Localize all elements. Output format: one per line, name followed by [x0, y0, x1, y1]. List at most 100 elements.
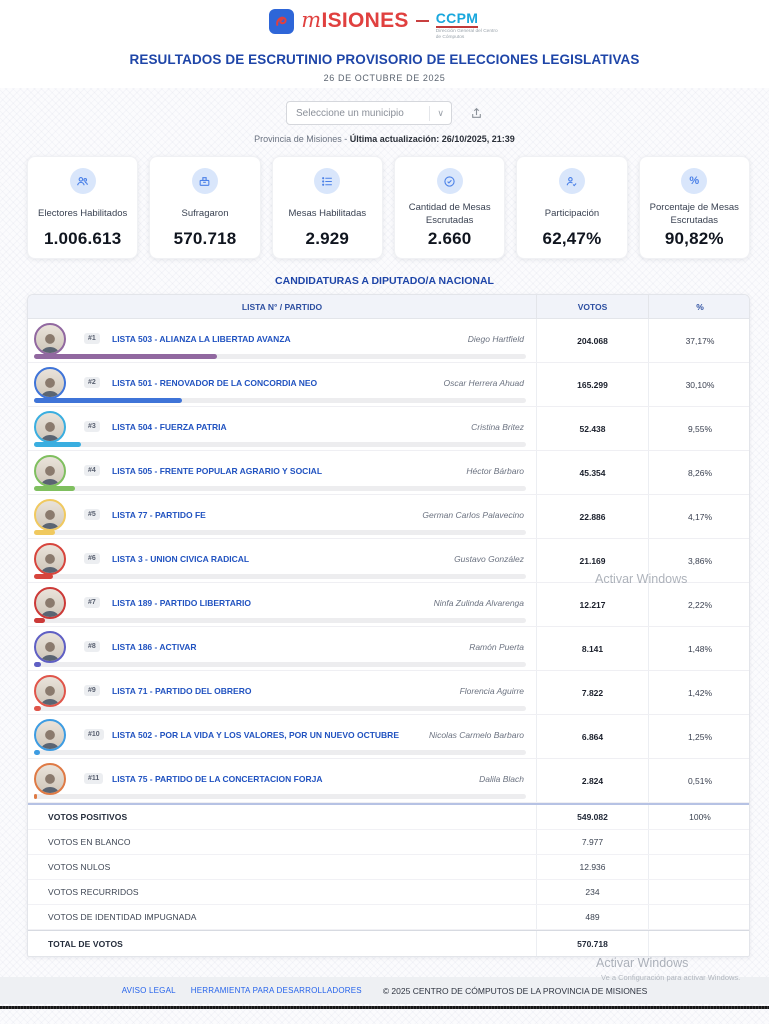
percent-value: 3,86% — [648, 539, 749, 582]
candidate-avatar — [34, 719, 66, 751]
share-icon[interactable] — [470, 107, 483, 120]
tables-list-icon — [314, 168, 341, 194]
percent-value: 30,10% — [648, 363, 749, 406]
table-row[interactable]: #9 LISTA 71 - PARTIDO DEL OBRERO Florenc… — [28, 671, 749, 715]
party-name[interactable]: LISTA 501 - RENOVADOR DE LA CONCORDIA NE… — [112, 378, 318, 388]
candidate-name: Gustavo González — [454, 554, 524, 564]
stat-label: Electores Habilitados — [38, 208, 128, 220]
summary-percent — [648, 855, 749, 879]
table-row[interactable]: #6 LISTA 3 - UNION CIVICA RADICAL Gustav… — [28, 539, 749, 583]
candidate-name: Ninfa Zulinda Alvarenga — [433, 598, 524, 608]
municipality-select-placeholder: Seleccione un municipio — [296, 107, 404, 119]
check-circle-icon — [436, 168, 463, 194]
vote-share-bar-track — [34, 398, 526, 403]
table-row[interactable]: #4 LISTA 505 - FRENTE POPULAR AGRARIO Y … — [28, 451, 749, 495]
candidate-name: Oscar Herrera Ahuad — [443, 378, 524, 388]
table-row[interactable]: #10 LISTA 502 - POR LA VIDA Y LOS VALORE… — [28, 715, 749, 759]
summary-votes: 489 — [536, 905, 648, 929]
vote-share-bar-track — [34, 706, 526, 711]
vote-share-bar — [34, 530, 55, 535]
party-cell: #1 LISTA 503 - ALIANZA LA LIBERTAD AVANZ… — [28, 319, 536, 362]
table-row[interactable]: #5 LISTA 77 - PARTIDO FE German Carlos P… — [28, 495, 749, 539]
stat-value: 62,47% — [542, 229, 602, 248]
candidate-name: Nicolas Carmelo Barbaro — [429, 730, 524, 740]
party-name[interactable]: LISTA 189 - PARTIDO LIBERTARIO — [112, 598, 251, 608]
party-name[interactable]: LISTA 77 - PARTIDO FE — [112, 510, 206, 520]
table-row[interactable]: #8 LISTA 186 - ACTIVAR Ramón Puerta 8.14… — [28, 627, 749, 671]
votes-value: 21.169 — [536, 539, 648, 582]
chevron-down-icon[interactable]: ∨ — [429, 105, 451, 121]
candidate-avatar — [34, 411, 66, 443]
party-name[interactable]: LISTA 503 - ALIANZA LA LIBERTAD AVANZA — [112, 334, 291, 344]
table-row[interactable]: #1 LISTA 503 - ALIANZA LA LIBERTAD AVANZ… — [28, 319, 749, 363]
party-cell: #9 LISTA 71 - PARTIDO DEL OBRERO Florenc… — [28, 671, 536, 714]
table-row[interactable]: #3 LISTA 504 - FUERZA PATRIA Cristina Br… — [28, 407, 749, 451]
rank-badge: #7 — [84, 597, 100, 608]
stat-label: Mesas Habilitadas — [288, 208, 367, 220]
summary-row: VOTOS EN BLANCO 7.977 — [28, 830, 749, 855]
legal-notice-link[interactable]: AVISO LEGAL — [121, 986, 176, 995]
rank-badge: #6 — [84, 553, 100, 564]
percent-value: 8,26% — [648, 451, 749, 494]
vote-share-bar — [34, 662, 42, 667]
developer-tools-link[interactable]: HERRAMIENTA PARA DESARROLLADORES — [190, 986, 362, 995]
summary-votes: 570.718 — [536, 931, 648, 956]
summary-row: VOTOS RECURRIDOS 234 — [28, 880, 749, 905]
party-name[interactable]: LISTA 505 - FRENTE POPULAR AGRARIO Y SOC… — [112, 466, 323, 476]
vote-share-bar-track — [34, 442, 526, 447]
table-header-row: LISTA N° / PARTIDO VOTOS % — [28, 295, 749, 319]
summary-percent: 100% — [648, 805, 749, 829]
candidate-avatar — [34, 675, 66, 707]
stat-label: Porcentaje de Mesas Escrutadas — [649, 201, 739, 226]
table-row[interactable]: #7 LISTA 189 - PARTIDO LIBERTARIO Ninfa … — [28, 583, 749, 627]
candidate-avatar — [34, 763, 66, 795]
party-cell: #10 LISTA 502 - POR LA VIDA Y LOS VALORE… — [28, 715, 536, 758]
summary-label: TOTAL DE VOTOS — [48, 938, 123, 949]
vote-share-bar-track — [34, 530, 526, 535]
party-name[interactable]: LISTA 186 - ACTIVAR — [112, 642, 197, 652]
party-name[interactable]: LISTA 71 - PARTIDO DEL OBRERO — [112, 686, 252, 696]
vote-share-bar — [34, 618, 45, 623]
party-cell: #5 LISTA 77 - PARTIDO FE German Carlos P… — [28, 495, 536, 538]
vote-share-bar-track — [34, 662, 526, 667]
table-row[interactable]: #2 LISTA 501 - RENOVADOR DE LA CONCORDIA… — [28, 363, 749, 407]
party-name[interactable]: LISTA 75 - PARTIDO DE LA CONCERTACION FO… — [112, 774, 323, 784]
summary-percent — [648, 880, 749, 904]
percent-value: 2,22% — [648, 583, 749, 626]
party-name[interactable]: LISTA 504 - FUERZA PATRIA — [112, 422, 227, 432]
party-cell: #7 LISTA 189 - PARTIDO LIBERTARIO Ninfa … — [28, 583, 536, 626]
summary-row: TOTAL DE VOTOS 570.718 — [28, 930, 749, 956]
votes-value: 52.438 — [536, 407, 648, 450]
candidate-avatar — [34, 367, 66, 399]
municipality-select[interactable]: Seleccione un municipio ∨ — [286, 101, 452, 125]
summary-percent — [648, 931, 749, 956]
stat-label: Participación — [544, 208, 600, 220]
bottom-divider — [0, 1006, 769, 1009]
percent-value: 0,51% — [648, 759, 749, 802]
rank-badge: #2 — [84, 377, 100, 388]
rank-badge: #5 — [84, 509, 100, 520]
party-cell: #2 LISTA 501 - RENOVADOR DE LA CONCORDIA… — [28, 363, 536, 406]
votes-value: 204.068 — [536, 319, 648, 362]
candidate-avatar — [34, 587, 66, 619]
table-row[interactable]: #11 LISTA 75 - PARTIDO DE LA CONCERTACIO… — [28, 759, 749, 803]
summary-votes: 12.936 — [536, 855, 648, 879]
vote-share-bar — [34, 398, 183, 403]
candidate-avatar — [34, 543, 66, 575]
page-footer: AVISO LEGAL HERRAMIENTA PARA DESARROLLAD… — [0, 977, 769, 1004]
summary-row: VOTOS DE IDENTIDAD IMPUGNADA 489 — [28, 905, 749, 930]
party-name[interactable]: LISTA 502 - POR LA VIDA Y LOS VALORES, P… — [112, 730, 399, 740]
voters-icon — [69, 168, 96, 194]
summary-percent — [648, 905, 749, 929]
rank-badge: #10 — [84, 729, 104, 740]
results-table: LISTA N° / PARTIDO VOTOS % #1 LISTA 503 … — [27, 294, 750, 957]
summary-label: VOTOS DE IDENTIDAD IMPUGNADA — [48, 912, 197, 922]
candidate-name: Ramón Puerta — [469, 642, 524, 652]
section-title: CANDIDATURAS A DIPUTADO/A NACIONAL — [275, 275, 494, 287]
column-header-votes: VOTOS — [536, 295, 648, 318]
rank-badge: #8 — [84, 641, 100, 652]
candidate-name: Dalila Blach — [479, 774, 524, 784]
election-date: 26 DE OCTUBRE DE 2025 — [323, 73, 446, 83]
party-name[interactable]: LISTA 3 - UNION CIVICA RADICAL — [112, 554, 250, 564]
